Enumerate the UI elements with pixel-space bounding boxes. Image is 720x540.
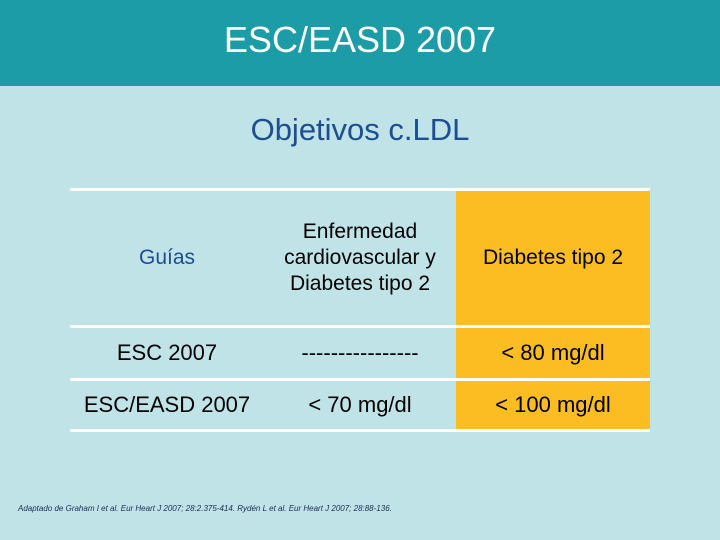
row-diabetes-cell: < 80 mg/dl: [456, 326, 650, 380]
header-guias: Guías: [138, 246, 196, 269]
table-row: ESC/EASD 2007 < 70 mg/dl < 100 mg/dl: [70, 379, 650, 431]
ldl-targets-table-wrapper: Guías Enfermedad cardiovascular y Diabet…: [70, 188, 650, 432]
slide-subtitle: Objetivos c.LDL: [250, 112, 470, 147]
row-ecv-diabetes-cell: < 70 mg/dl: [308, 392, 412, 417]
row-diabetes-cell: < 100 mg/dl: [456, 379, 650, 431]
ldl-targets-table: Guías Enfermedad cardiovascular y Diabet…: [70, 188, 650, 432]
table-header-row: Guías Enfermedad cardiovascular y Diabet…: [70, 189, 650, 327]
row-guia-cell: ESC/EASD 2007: [83, 392, 251, 417]
header-diabetes-tipo-2: Diabetes tipo 2: [456, 189, 650, 327]
row-ecv-diabetes-cell: ----------------: [301, 340, 419, 365]
slide-title: ESC/EASD 2007: [223, 19, 497, 60]
reference-footnote: Adaptado de Graham I et al. Eur Heart J …: [18, 504, 392, 513]
title-bar: ESC/EASD 2007: [0, 0, 720, 86]
header-ecv-diabetes: Enfermedad cardiovascular y Diabetes tip…: [284, 220, 436, 295]
table-row: ESC 2007 ---------------- < 80 mg/dl: [70, 326, 650, 380]
row-guia-cell: ESC 2007: [116, 340, 218, 365]
